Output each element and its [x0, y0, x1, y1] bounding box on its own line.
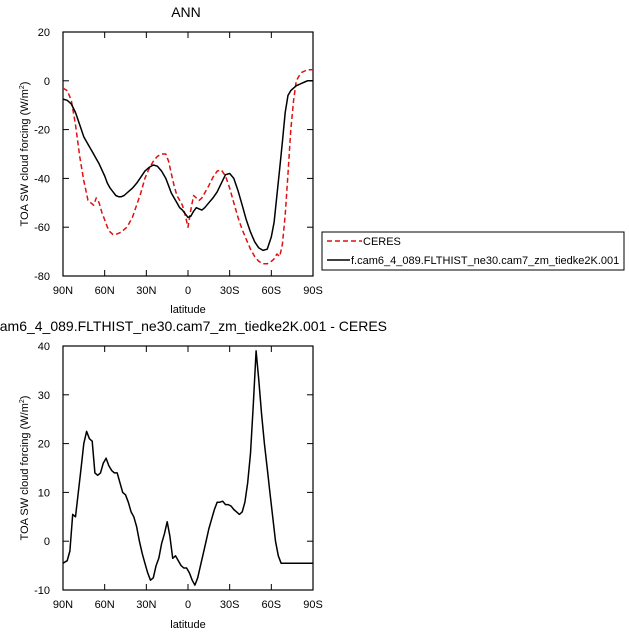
panel2-y-axis: 40 30 20 10 0 -10	[34, 341, 313, 597]
panel-difference: f.cam6_4_089.FLTHIST_ne30.cam7_zm_tiedke…	[0, 318, 387, 631]
panel2-x-axis: 90N 60N 30N 0 30S 60S 90S	[53, 346, 323, 611]
panel2-x-tick-label-4: 30S	[220, 599, 240, 611]
panel1-y-tick-label-2: -20	[34, 125, 50, 137]
legend: CERES f.cam6_4_089.FLTHIST_ne30.cam7_zm_…	[321, 231, 625, 271]
legend-label-model: f.cam6_4_089.FLTHIST_ne30.cam7_zm_tiedke…	[351, 255, 619, 267]
panel1-x-tick-label-0: 90N	[53, 285, 73, 297]
panel-annual-mean: ANN 90N 60N 30N 0 30S 60S 90S 200-20-40-60-80 …	[19, 4, 323, 316]
panel1-y-tick-label-5: -80	[34, 271, 50, 283]
panel1-x-tick-label-4: 30S	[220, 285, 240, 297]
panel2-y-label-close: )	[19, 396, 31, 400]
panel1-y-tick-label-0: 20	[38, 27, 50, 39]
panel1-y-label: TOA SW cloud forcing (W/m2)	[19, 82, 31, 227]
panel2-y-tick-label-4: 0	[44, 536, 50, 548]
panel1-y-axis: 20 0 -20 -40 -60 -80	[34, 27, 313, 283]
panel1-y-label-superscript: 2	[19, 85, 26, 89]
panel2-x-tick-label-6: 90S	[303, 599, 323, 611]
panel2-y-label: TOA SW cloud forcing (W/m2)	[19, 396, 31, 541]
panel2-y-tick-label-5: -10	[34, 585, 50, 597]
panel2-y-label-text: TOA SW cloud forcing (W/m	[19, 403, 31, 540]
panel2-x-label: latitude	[170, 619, 205, 631]
panel1-y-tick-label-3: -40	[34, 173, 50, 185]
panel1-x-tick-label-3: 0	[185, 285, 191, 297]
panel1-y-tick-label-1: 0	[44, 76, 50, 88]
panel2-x-tick-label-0: 90N	[53, 599, 73, 611]
panel2-series	[62, 350, 313, 586]
panel2-x-tick-label-5: 60S	[262, 599, 282, 611]
legend-label-ceres: CERES	[363, 236, 401, 248]
panel1-y-label-text: TOA SW cloud forcing (W/m	[19, 89, 31, 226]
panel2-x-tick-label-3: 0	[185, 599, 191, 611]
panel1-x-label: latitude	[170, 304, 205, 316]
panel1-title: ANN	[171, 4, 201, 20]
panel2-y-tick-label-3: 10	[38, 487, 50, 499]
panel1-y-tick-label-4: -60	[34, 222, 50, 234]
panel1-x-axis: 90N 60N 30N 0 30S 60S 90S	[53, 32, 323, 297]
panel2-y-label-superscript: 2	[19, 399, 26, 403]
panel2-title: f.cam6_4_089.FLTHIST_ne30.cam7_zm_tiedke…	[0, 318, 387, 334]
panel1-series-line-0	[62, 69, 313, 265]
panel2-plot-frame	[62, 345, 314, 591]
panel1-series-line-1	[62, 80, 313, 252]
panel2-y-tick-label-2: 20	[38, 439, 50, 451]
panel2-y-tick-label-1: 30	[38, 390, 50, 402]
panel1-plot-frame	[62, 31, 314, 277]
panel1-x-tick-label-6: 90S	[303, 285, 323, 297]
panel2-series-line-0	[62, 350, 313, 586]
panel2-x-tick-label-2: 30N	[136, 599, 156, 611]
panel1-x-tick-label-5: 60S	[262, 285, 282, 297]
panel1-x-tick-label-1: 60N	[95, 285, 115, 297]
panel1-x-tick-label-2: 30N	[136, 285, 156, 297]
legend-box	[321, 231, 625, 271]
panel1-series	[62, 69, 313, 265]
panel2-x-tick-label-1: 60N	[95, 599, 115, 611]
panel1-y-label-close: )	[19, 82, 31, 86]
panel2-y-tick-label-0: 40	[38, 341, 50, 353]
